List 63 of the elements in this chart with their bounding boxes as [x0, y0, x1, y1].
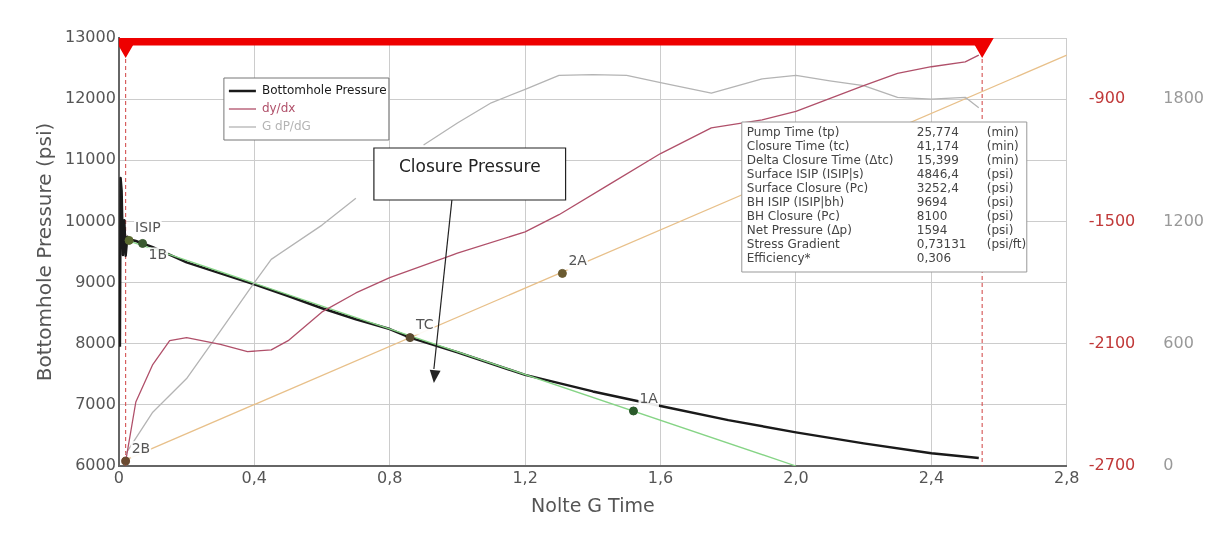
y3-tick-label: 1200	[1163, 210, 1204, 230]
y-tick-label: 9000	[75, 271, 116, 291]
y-axis-title: Bottomhole Pressure (psi)	[32, 122, 57, 382]
y2-tick-label: -900	[1088, 88, 1126, 108]
annotation: (min)	[986, 153, 1019, 168]
annotation: (psi)	[986, 195, 1014, 210]
annotation: (psi)	[986, 223, 1014, 238]
annotation: (min)	[986, 125, 1019, 140]
y-tick-label: 13000	[64, 27, 116, 47]
annotation: 3252,4	[916, 181, 959, 196]
y3-tick-label: 1800	[1163, 88, 1204, 108]
y2-tick-label: -1500	[1088, 210, 1136, 230]
annotation: (psi)	[986, 181, 1014, 196]
annotation: Delta Closure Time (Δtc)	[746, 153, 894, 168]
y-tick-label: 7000	[75, 394, 116, 414]
annotation: Surface Closure (Pc)	[746, 181, 869, 196]
annotation: 1594	[916, 223, 948, 238]
annotation: BH Closure (Pc)	[746, 209, 840, 224]
annotation: Net Pressure (Δp)	[746, 223, 852, 238]
annotation: 2B	[131, 439, 151, 456]
annotation: (min)	[986, 139, 1019, 154]
legend-label: dy/dx	[261, 101, 296, 116]
legend-label: Bottomhole Pressure	[261, 83, 387, 98]
annotation: 0,306	[916, 251, 952, 266]
y-tick-label: 12000	[64, 88, 116, 108]
annotation: 1A	[639, 389, 659, 406]
y3-tick-label: 600	[1163, 332, 1194, 352]
x-tick-label: 2,8	[1054, 467, 1080, 487]
x-tick-label: 2,4	[918, 467, 945, 487]
y2-tick-label: -2700	[1088, 455, 1136, 475]
annotation: Stress Gradient	[746, 237, 841, 252]
annotation: Closure Time (tc)	[746, 139, 850, 154]
annotation: (psi)	[986, 209, 1014, 224]
y-tick-label: 10000	[64, 210, 116, 230]
annotation: BH ISIP (ISIP|bh)	[746, 195, 845, 210]
annotation: 15,399	[916, 153, 959, 168]
x-tick-label: 1,2	[512, 467, 538, 487]
annotation: (psi)	[986, 167, 1014, 182]
x-axis-title: Nolte G Time	[531, 493, 655, 516]
annotation: Efficiency*	[746, 251, 811, 266]
annotation: ISIP	[135, 219, 161, 236]
annotation: (psi/ft)	[986, 237, 1027, 252]
y-tick-label: 6000	[75, 455, 116, 475]
x-tick-label: 1,6	[647, 467, 674, 487]
y-tick-label: 8000	[75, 332, 116, 352]
annotation: 2A	[568, 252, 588, 269]
legend-label: G dP/dG	[261, 119, 311, 134]
y-tick-label: 11000	[64, 149, 116, 169]
annotation: 4846,4	[916, 167, 959, 182]
annotation: Surface ISIP (ISIP|s)	[746, 167, 864, 182]
annotation: Closure Pressure	[398, 156, 541, 177]
annotation: 41,174	[916, 139, 959, 154]
x-tick-label: 0,8	[377, 467, 403, 487]
annotation: TC	[415, 316, 434, 333]
annotation: Pump Time (tp)	[746, 125, 840, 140]
annotation: 0,73131	[916, 237, 967, 252]
annotation: 25,774	[916, 125, 959, 140]
annotation: 8100	[916, 209, 948, 224]
y2-tick-label: -2100	[1088, 332, 1136, 352]
x-tick-label: 2,0	[783, 467, 809, 487]
annotation: 1B	[148, 246, 168, 263]
x-tick-label: 0,4	[241, 467, 268, 487]
annotation: 9694	[916, 195, 948, 210]
